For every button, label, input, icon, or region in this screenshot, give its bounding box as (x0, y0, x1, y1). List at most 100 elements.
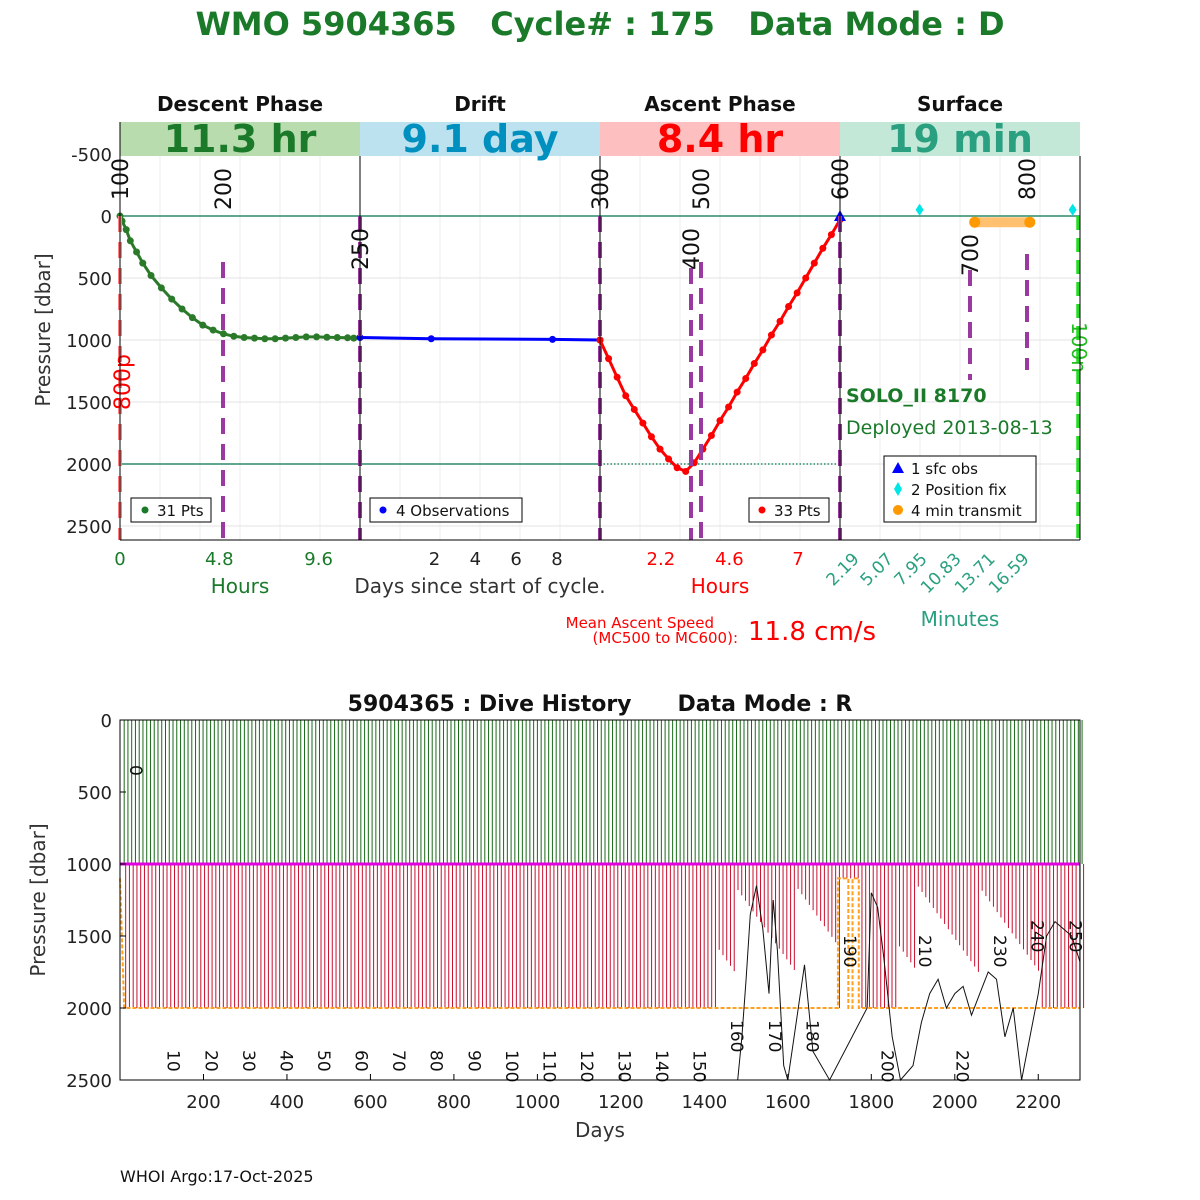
ascent-point (785, 303, 793, 311)
surface-legend-position-fix: 2 Position fix (911, 481, 1007, 499)
bottom-x-tick-label: 1000 (514, 1092, 560, 1113)
bottom-y-tick-label: 2000 (66, 999, 112, 1020)
sfc-obs-legend-marker (892, 462, 904, 473)
cycle-number-label: 10 (163, 1050, 183, 1072)
ascent-hours-label: Hours (691, 574, 750, 598)
top-y-axis-label: Pressure [dbar] (31, 253, 55, 406)
phase-duration-0: 11.3 hr (164, 117, 317, 161)
drift-point (549, 335, 557, 343)
drift-days-label: Days since start of cycle. (354, 574, 605, 598)
ascent-point (725, 403, 733, 411)
mean-speed-value: 11.8 cm/s (748, 617, 876, 647)
ascent-point (742, 374, 750, 382)
top-y-tick-label: -500 (71, 145, 112, 166)
cycle-number-label: 180 (801, 1020, 821, 1052)
bottom-x-tick-label: 1400 (681, 1092, 727, 1113)
ascent-point (656, 445, 664, 453)
mission-code-label: 300 (589, 168, 614, 210)
drift-legend-marker (379, 506, 387, 514)
surface-legend-transmit: 4 min transmit (911, 502, 1022, 520)
cycle-number-label: 80 (426, 1050, 446, 1072)
ascent-legend-marker (758, 506, 766, 514)
ascent-point (622, 392, 630, 400)
phase-name-2: Ascent Phase (644, 92, 795, 116)
bottom-axes: 200 400 600 800 1000 1200 1400 1600 1800 2000 2200… (66, 711, 1081, 1113)
mean-speed-label-2: (MC500 to MC600): (593, 629, 738, 647)
ascent-point (707, 431, 715, 439)
ascent-point (776, 317, 784, 325)
cycle-number-label: 100 (501, 1050, 521, 1082)
cycle-number-label: 200 (876, 1050, 896, 1082)
bottom-x-tick-label: 1800 (848, 1092, 894, 1113)
surface-tick-label: 2.19 (823, 549, 864, 590)
bottom-y-axis-label: Pressure [dbar] (26, 823, 50, 976)
dive-history-profiles: 0 10 20 30 40 50 60 70 80 90 100 110 120 130 140 150 160… (119, 720, 1084, 1082)
ascent-point (827, 231, 835, 239)
ascent-point (810, 259, 818, 267)
ascent-point (767, 331, 775, 339)
descent-point (188, 314, 196, 322)
position-fix-marker (915, 203, 924, 216)
phase-name-1: Drift (454, 92, 506, 116)
bottom-x-tick-label: 400 (270, 1092, 304, 1113)
descent-legend-marker (141, 506, 149, 514)
mission-code-label: 800 (1016, 158, 1041, 200)
bottom-x-tick-label: 800 (437, 1092, 471, 1113)
ascent-legend-text: 33 Pts (774, 502, 821, 520)
descent-point (147, 272, 155, 280)
surface-legend: 1 sfc obs 2 Position fix 4 min transmit (883, 455, 1037, 523)
drift-legend: 4 Observations (369, 497, 523, 523)
ascent-point (716, 417, 724, 425)
descent-point (122, 226, 130, 234)
phase-band-0 (120, 122, 360, 156)
transmit-legend-marker (893, 505, 903, 515)
bottom-x-tick-label: 2200 (1015, 1092, 1061, 1113)
drift-tick-label: 8 (551, 549, 562, 570)
descent-point (344, 334, 352, 342)
mission-code-label: 200 (212, 168, 237, 210)
descent-point (133, 248, 141, 256)
cycle-number-label: 230 (989, 935, 1009, 967)
cycle-number-label: 0 (125, 765, 145, 776)
surface-minutes-label: Minutes (921, 607, 1000, 631)
bottom-x-tick-label: 1200 (598, 1092, 644, 1113)
mission-code-label: 100 (109, 158, 134, 200)
descent-point (199, 321, 207, 329)
phase-band-1 (360, 122, 600, 156)
top-y-tick-label: 1000 (66, 331, 112, 352)
descent-tick-label: 0 (114, 549, 125, 570)
descent-point (139, 259, 147, 267)
top-y-tick-label: 2500 (66, 517, 112, 538)
drift-legend-text: 4 Observations (396, 502, 510, 520)
ascent-point (605, 355, 613, 363)
top-y-tick-label: 2000 (66, 455, 112, 476)
cycle-number-label: 60 (351, 1050, 371, 1072)
bottom-y-tick-label: 0 (101, 711, 112, 732)
descent-point (230, 332, 238, 340)
phase-duration-1: 9.1 day (402, 117, 559, 161)
bottom-x-tick-label: 1600 (765, 1092, 811, 1113)
cycle-number-label: 160 (726, 1020, 746, 1052)
mission-code-label: 500 (690, 168, 715, 210)
descent-point (333, 334, 341, 342)
bottom-y-tick-label: 2500 (66, 1071, 112, 1092)
phase-duration-2: 8.4 hr (657, 117, 784, 161)
descent-legend: 31 Pts (130, 497, 212, 523)
ascent-point (630, 405, 638, 413)
descent-line (118, 215, 354, 341)
bottom-x-tick-label: 600 (353, 1092, 387, 1113)
descent-point (350, 334, 358, 342)
phase-duration-3: 19 min (887, 117, 1033, 161)
descent-point (178, 305, 186, 313)
descent-point (157, 284, 165, 292)
bottom-y-tick-label: 1000 (66, 855, 112, 876)
bottom-x-tick-label: 200 (186, 1092, 220, 1113)
phase-name-3: Surface (917, 92, 1003, 116)
cycle-number-label: 110 (538, 1050, 558, 1082)
ascent-point (793, 289, 801, 297)
transmit-marker (969, 216, 981, 228)
ascent-tick-label: 7 (792, 549, 803, 570)
footer-credit: WHOI Argo:17-Oct-2025 (120, 1167, 314, 1186)
ascent-point (639, 419, 647, 427)
